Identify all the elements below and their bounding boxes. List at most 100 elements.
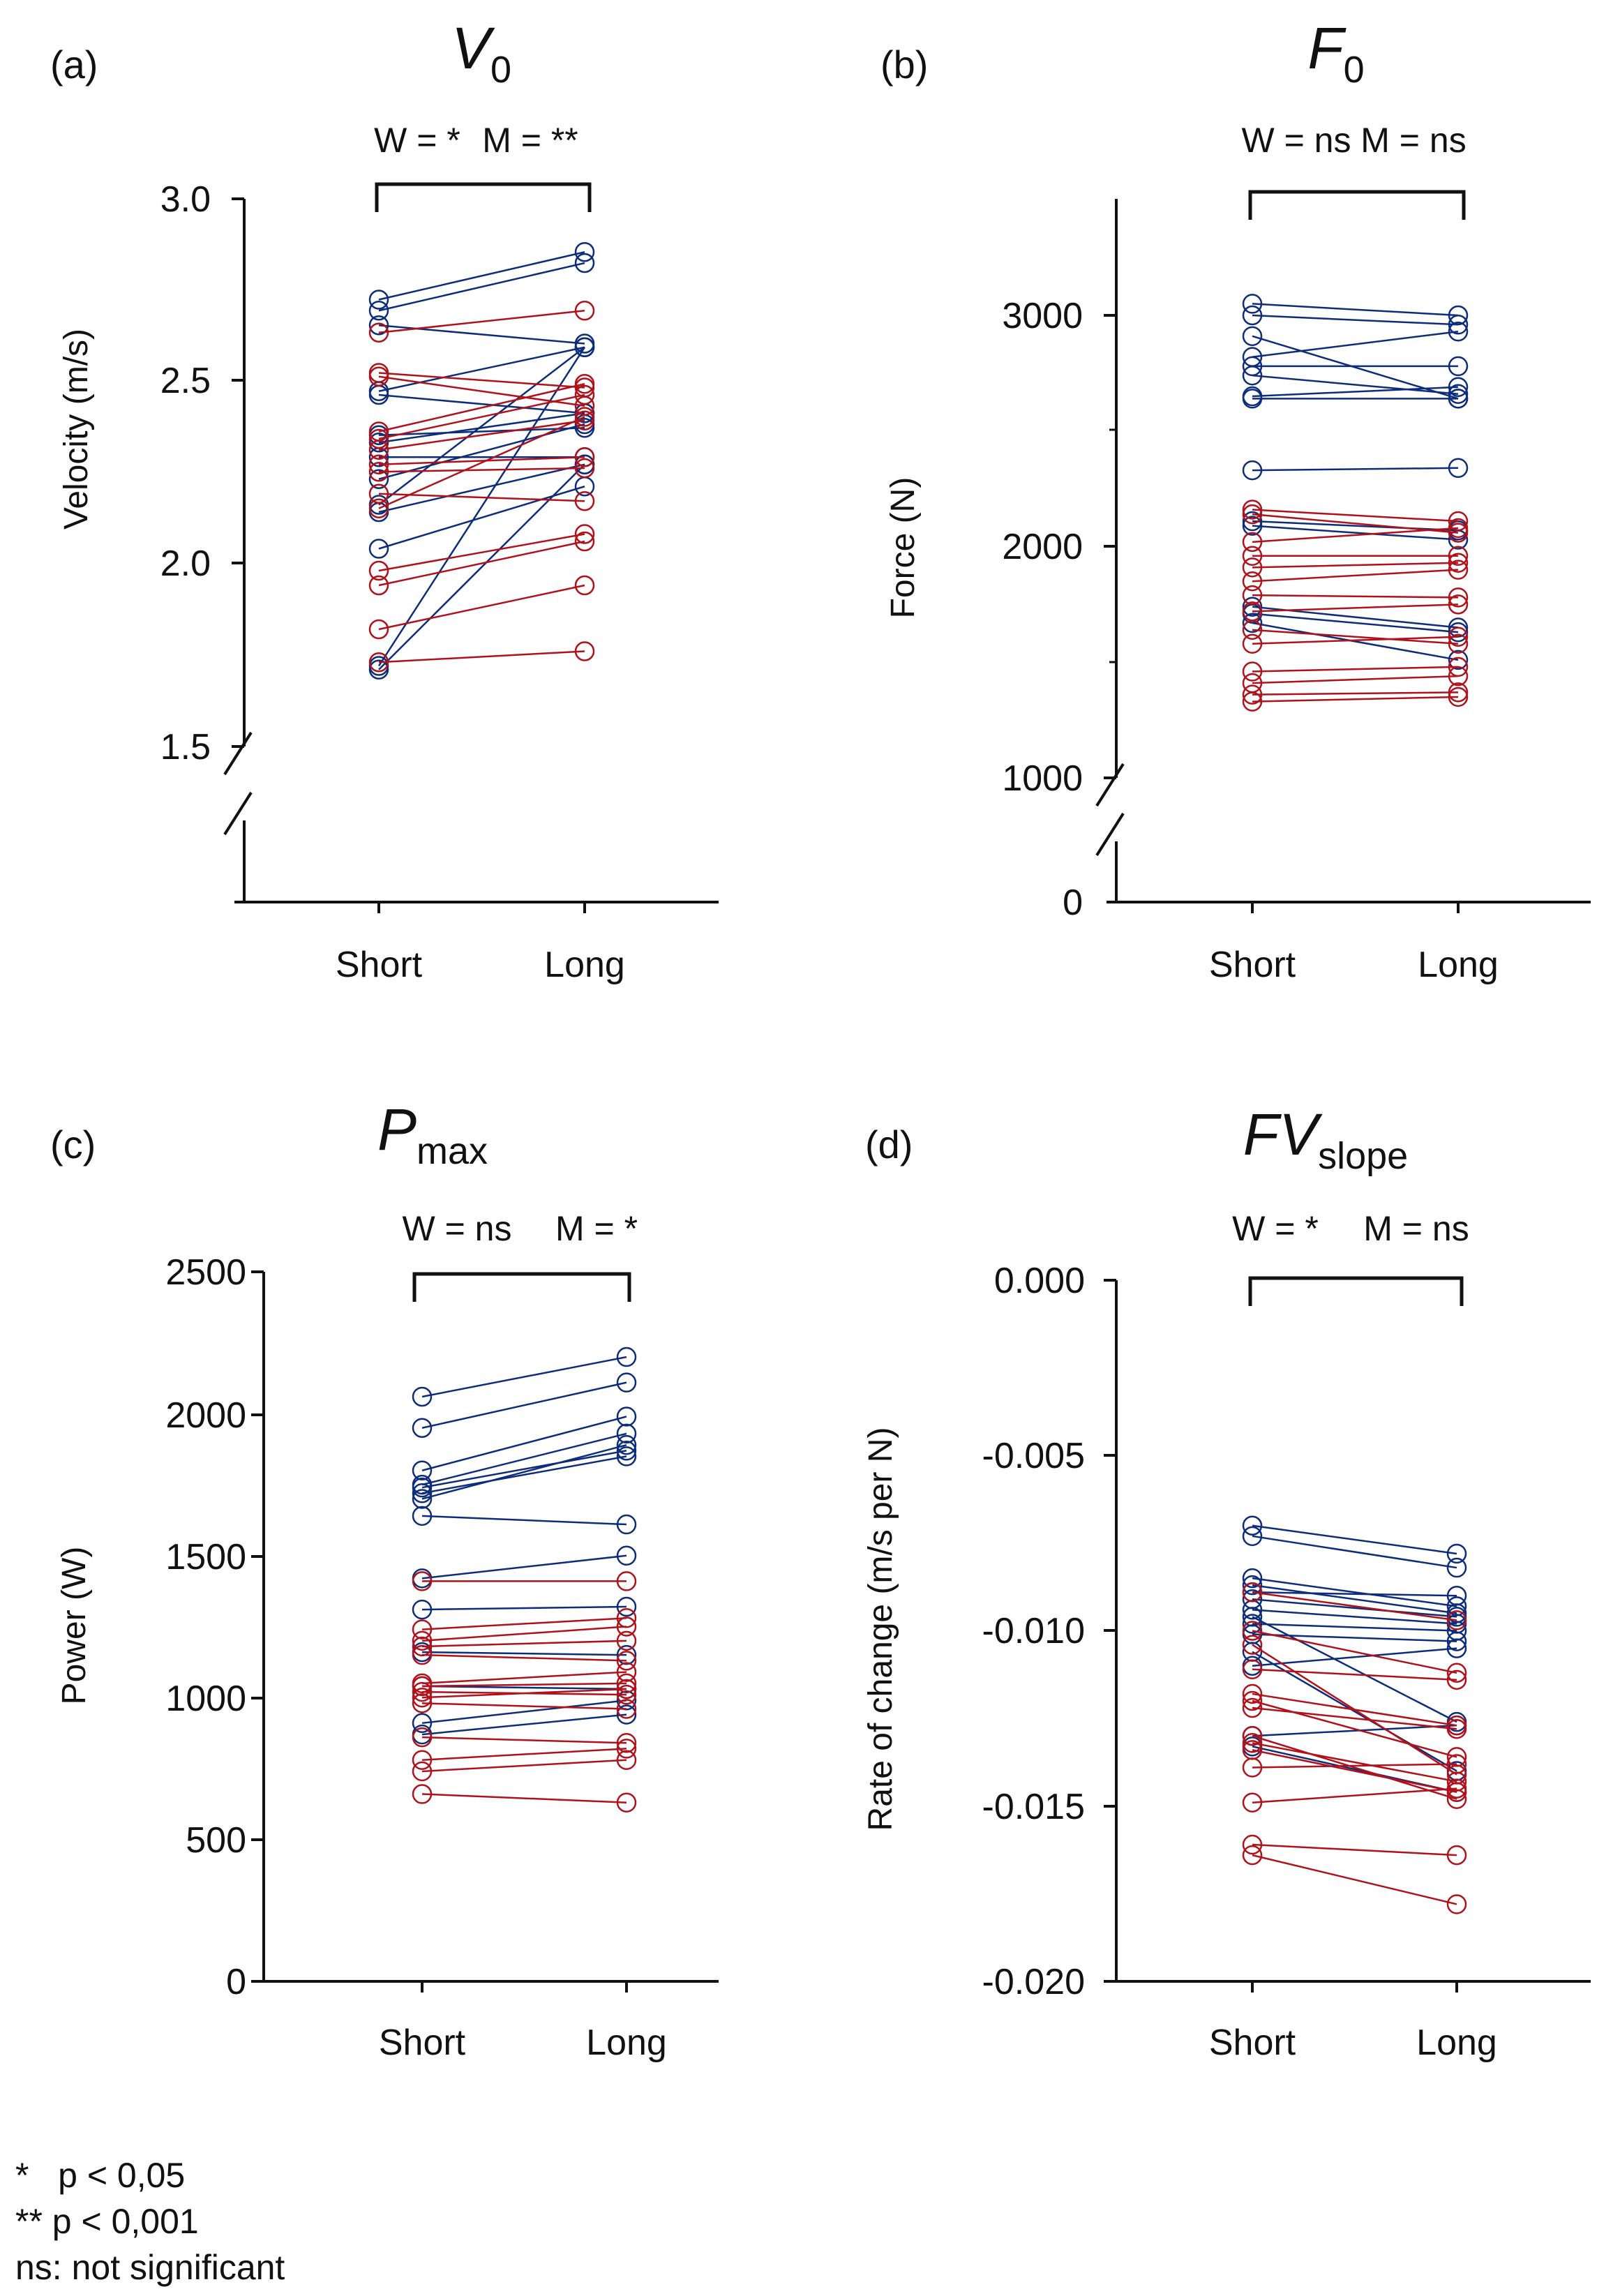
data-point-long-women [616,1684,637,1705]
data-line-women [1252,603,1459,613]
data-line-women [1252,569,1459,583]
data-point-long-women [1448,656,1469,677]
data-point-long-women [1446,1845,1467,1866]
data-point-short-men [368,290,389,310]
data-point-long-women [1446,1747,1467,1767]
data-point-short-women [1242,1792,1263,1813]
data-line-women [1252,1763,1457,1769]
data-point-long-men [616,1690,637,1711]
title-subscript: 0 [490,49,511,91]
data-point-short-men [412,1483,433,1503]
data-point-short-women [1242,557,1263,578]
significance-bracket [1248,190,1466,220]
legend-line-ns: ns: not significant [15,2248,285,2287]
data-point-short-women [1242,571,1263,592]
significance-bracket [412,1272,631,1302]
data-line-women [421,1736,627,1744]
y-tick-label: 3.0 [160,179,211,220]
data-point-short-men [368,659,389,680]
data-line-women [1252,636,1459,645]
data-point-short-women [412,1784,433,1804]
y-tick-label: 2.0 [160,543,211,584]
data-point-long-men [616,1372,637,1393]
data-point-short-women [412,1571,433,1591]
data-point-short-men [1242,294,1263,314]
series-women [1242,500,1469,712]
y-tick-label: -0.005 [982,1436,1085,1476]
x-tick-label-short: Short [1209,2023,1296,2063]
data-point-long-women [616,1750,637,1770]
data-line-men [377,347,586,667]
y-tick-label: 1000 [165,1679,246,1719]
data-line-men [1252,374,1459,395]
data-point-short-men [1242,596,1263,617]
y-tick-label: 2000 [165,1395,246,1436]
data-line-women [1252,1787,1457,1803]
data-line-men [1252,613,1459,633]
data-line-men [1252,1616,1457,1723]
data-line-men [1252,303,1459,317]
data-point-short-women [368,440,389,460]
data-point-short-women [1242,1697,1263,1718]
data-line-men [421,1356,627,1398]
data-line-women [1252,691,1459,696]
data-point-long-women [1448,553,1469,573]
data-point-short-men [1242,389,1263,409]
data-line-women [1252,1630,1457,1674]
y-tick-label: 0.000 [994,1261,1085,1301]
y-axis-title: Power (W) [56,1547,93,1705]
data-point-short-men [412,1599,433,1620]
data-point-long-men [1446,1586,1467,1606]
data-point-short-men [1242,516,1263,536]
data-point-short-women [368,483,389,504]
data-line-men [421,1605,627,1611]
data-line-women [378,375,585,407]
data-point-long-women [574,301,595,321]
data-point-long-women [616,1662,637,1682]
data-point-short-women [1242,1621,1263,1641]
y-tick-label: -0.020 [982,1962,1085,2002]
data-point-short-men [412,1386,433,1407]
chart-title: FVslope [1243,1102,1408,1177]
annotation-men: M = * [555,1209,638,1248]
data-point-short-women [368,619,389,640]
data-line-women [1252,509,1459,523]
data-point-long-women [616,1679,637,1700]
data-point-short-women [1242,504,1263,525]
y-tick-label: 0 [226,1962,246,2002]
data-point-long-women [1446,1778,1467,1799]
data-line-women [421,1759,627,1773]
data-line-women [1252,594,1459,599]
data-point-long-women [1448,666,1469,686]
data-line-men [421,1554,627,1580]
panel-a: (a) V0 W = * M = ** Short Long 1.5 2.0 2.5 3.0 Vel… [50,15,719,985]
data-line-women [421,1702,627,1710]
data-line-women [378,493,585,502]
data-point-short-men [368,301,389,321]
significance-legend: * p < 0,05 ** p < 0,001 ns: not signific… [15,2152,285,2290]
data-line-men [1252,1598,1457,1618]
title-main: F [1307,15,1347,81]
data-point-long-women [1448,686,1469,707]
title-main: P [377,1097,417,1162]
data-point-short-women [368,560,389,581]
data-line-women [378,456,585,465]
data-line-men [378,251,585,301]
annotation-women: W = * [374,121,460,160]
data-point-short-women [368,366,389,387]
data-line-men [421,1651,627,1656]
data-point-short-men [1242,511,1263,532]
annotation-men: M = ns [1363,1209,1469,1248]
data-line-women [378,650,585,663]
data-line-women [421,1671,627,1685]
data-point-long-women [1448,560,1469,580]
data-line-women [378,540,585,587]
data-point-long-men [1448,389,1469,409]
data-line-women [1252,1735,1457,1800]
data-point-long-women [574,396,595,416]
data-point-long-women [616,1733,637,1753]
data-line-women [421,1653,627,1662]
axis-break-mark [1095,812,1125,857]
data-point-short-women [368,322,389,343]
data-point-long-women [1448,626,1469,647]
